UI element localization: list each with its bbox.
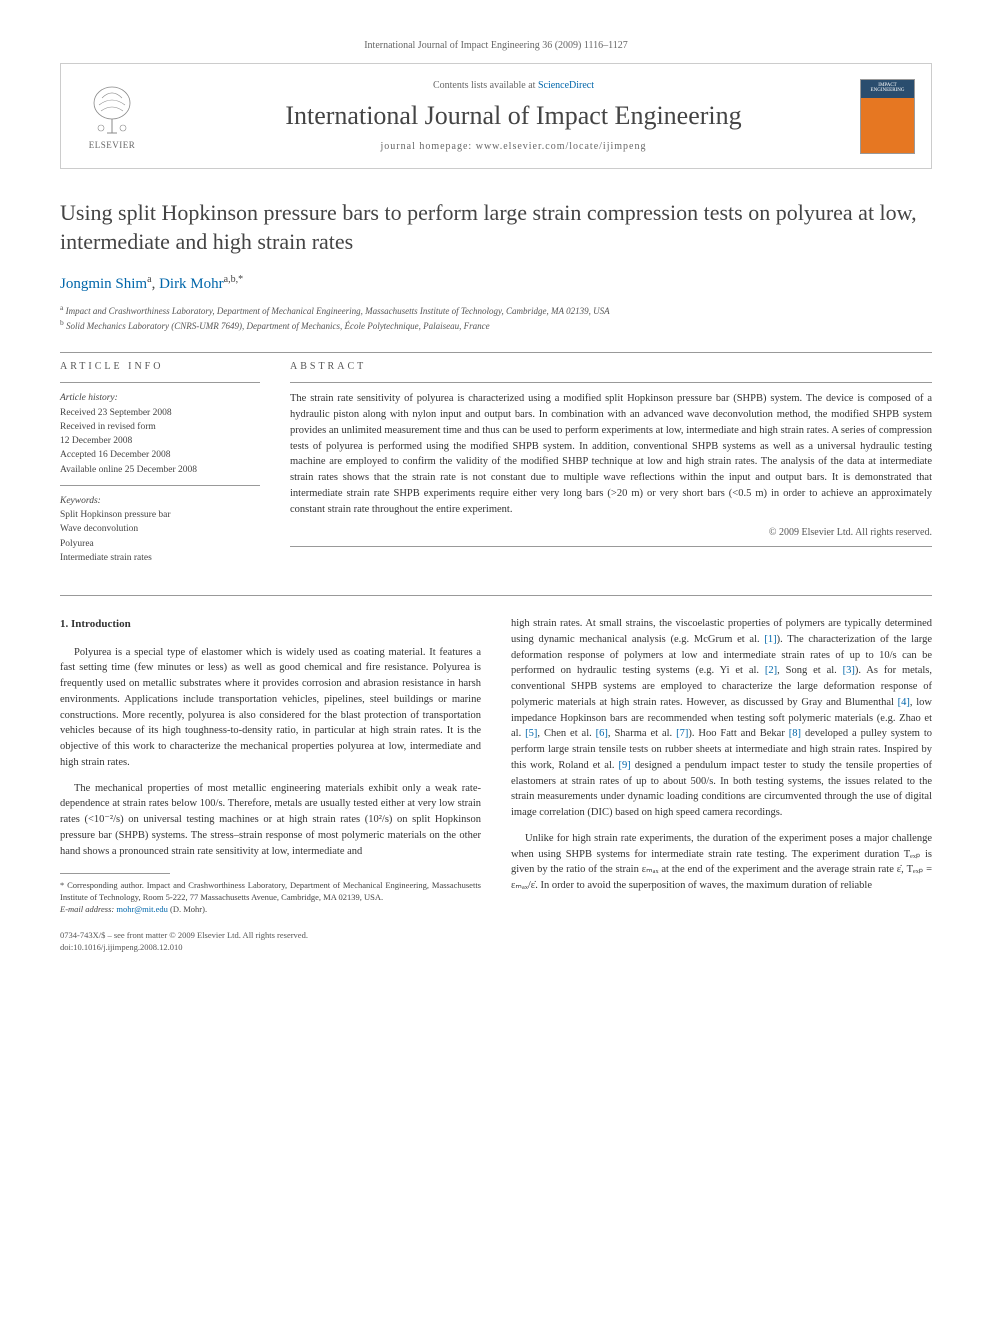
contents-prefix: Contents lists available at [433,80,538,91]
footnote-separator [60,873,170,874]
journal-title: International Journal of Impact Engineer… [167,101,860,131]
abstract-label: ABSTRACT [290,361,932,372]
email-suffix: (D. Mohr). [168,904,207,914]
ref-link[interactable]: [3] [843,665,855,676]
author-link[interactable]: Jongmin Shim [60,276,147,292]
ref-link[interactable]: [2] [765,665,777,676]
running-header: International Journal of Impact Engineer… [60,40,932,51]
email-link[interactable]: mohr@mit.edu [116,904,168,914]
publisher-logo: ELSEVIER [77,76,147,156]
cover-thumb-label: IMPACT ENGINEERING [861,80,914,98]
author-affil-sup: a [147,274,151,285]
ref-link[interactable]: [9] [619,760,631,771]
journal-cover-thumb: IMPACT ENGINEERING [860,79,915,154]
affil-text: Solid Mechanics Laboratory (CNRS-UMR 764… [66,321,490,331]
article-title: Using split Hopkinson pressure bars to p… [60,199,932,256]
divider [60,595,932,596]
body-paragraph: Unlike for high strain rate experiments,… [511,831,932,894]
affil-sup: a [60,303,63,312]
history-item: Received in revised form [60,420,260,434]
keywords-heading: Keywords: [60,494,260,508]
divider [290,546,932,547]
abstract-text: The strain rate sensitivity of polyurea … [290,391,932,517]
homepage-prefix: journal homepage: [381,141,476,152]
ref-link[interactable]: [8] [789,728,801,739]
body-text: ). Hoo Fatt and Bekar [688,728,788,739]
article-keywords: Keywords: Split Hopkinson pressure bar W… [60,494,260,565]
keyword-item: Polyurea [60,537,260,551]
history-item: Received 23 September 2008 [60,406,260,420]
body-text: , Chen et al. [537,728,595,739]
divider [290,382,932,383]
author-affil-sup: a,b,* [224,274,243,285]
history-item: 12 December 2008 [60,434,260,448]
email-label: E-mail address: [60,904,116,914]
body-text: , Song et al. [777,665,842,676]
homepage-url: www.elsevier.com/locate/ijimpeng [476,141,647,152]
body-col-left: 1. Introduction Polyurea is a special ty… [60,616,481,954]
author-name: Jongmin Shim [60,276,147,292]
body-text: , Sharma et al. [608,728,676,739]
ref-link[interactable]: [5] [525,728,537,739]
journal-homepage: journal homepage: www.elsevier.com/locat… [167,141,860,152]
divider [60,382,260,383]
journal-center: Contents lists available at ScienceDirec… [167,80,860,152]
ref-link[interactable]: [6] [596,728,608,739]
article-info-label: ARTICLE INFO [60,361,260,372]
divider [60,485,260,486]
ref-link[interactable]: [4] [898,697,910,708]
author-list: Jongmin Shima, Dirk Mohra,b,* [60,274,932,293]
front-matter-line: 0734-743X/$ – see front matter © 2009 El… [60,930,481,942]
affiliation: a Impact and Crashworthiness Laboratory,… [60,303,932,318]
affil-text: Impact and Crashworthiness Laboratory, D… [66,306,610,316]
abstract-column: ABSTRACT The strain rate sensitivity of … [290,361,932,565]
history-item: Available online 25 December 2008 [60,463,260,477]
journal-masthead: ELSEVIER Contents lists available at Sci… [60,63,932,169]
divider [60,352,932,353]
affiliation: b Solid Mechanics Laboratory (CNRS-UMR 7… [60,318,932,333]
footnote-email-line: E-mail address: mohr@mit.edu (D. Mohr). [60,904,481,916]
author-name: Dirk Mohr [159,276,224,292]
article-history: Article history: Received 23 September 2… [60,391,260,477]
sciencedirect-link[interactable]: ScienceDirect [538,80,594,91]
body-paragraph: The mechanical properties of most metall… [60,781,481,860]
ref-link[interactable]: [7] [676,728,688,739]
body-paragraph: Polyurea is a special type of elastomer … [60,645,481,771]
elsevier-tree-icon [87,83,137,138]
affil-sup: b [60,318,64,327]
section-heading: 1. Introduction [60,616,481,633]
body-col-right: high strain rates. At small strains, the… [511,616,932,954]
body-two-col: 1. Introduction Polyurea is a special ty… [60,616,932,954]
info-abstract-row: ARTICLE INFO Article history: Received 2… [60,361,932,565]
article-info-column: ARTICLE INFO Article history: Received 2… [60,361,260,565]
doi-line: doi:10.1016/j.ijimpeng.2008.12.010 [60,942,481,954]
keyword-item: Intermediate strain rates [60,551,260,565]
keyword-item: Wave deconvolution [60,522,260,536]
abstract-copyright: © 2009 Elsevier Ltd. All rights reserved… [290,527,932,538]
publisher-name: ELSEVIER [89,140,136,150]
keyword-item: Split Hopkinson pressure bar [60,508,260,522]
ref-link[interactable]: [1] [764,634,776,645]
affiliation-list: a Impact and Crashworthiness Laboratory,… [60,303,932,332]
contents-available: Contents lists available at ScienceDirec… [167,80,860,91]
footnote-text: * Corresponding author. Impact and Crash… [60,880,481,904]
history-item: Accepted 16 December 2008 [60,448,260,462]
history-heading: Article history: [60,391,260,405]
author-link[interactable]: Dirk Mohr [159,276,224,292]
corresponding-author-footnote: * Corresponding author. Impact and Crash… [60,880,481,916]
body-paragraph: high strain rates. At small strains, the… [511,616,932,821]
